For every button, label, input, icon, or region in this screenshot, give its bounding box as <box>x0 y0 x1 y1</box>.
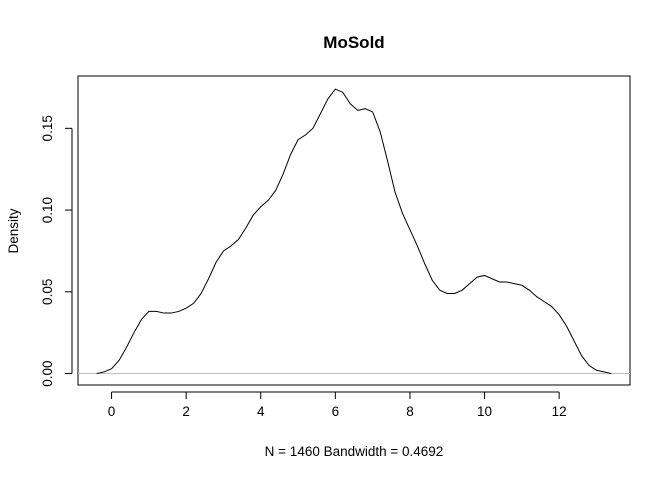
y-axis: 0.00 0.05 0.10 0.15 <box>40 115 73 387</box>
x-axis: 0 2 4 6 8 10 12 <box>108 391 567 419</box>
chart-title: MoSold <box>323 33 384 52</box>
y-tick-label: 0.05 <box>40 279 55 305</box>
x-tick-label: 2 <box>182 404 190 419</box>
density-curve <box>96 88 612 375</box>
y-tick-label: 0.10 <box>40 197 55 223</box>
plot-frame <box>77 75 631 386</box>
x-tick-label: 12 <box>552 404 567 419</box>
x-tick-label: 0 <box>108 404 116 419</box>
y-axis-label: Density <box>6 208 21 253</box>
y-tick-label: 0.00 <box>40 360 55 386</box>
x-axis-label: N = 1460 Bandwidth = 0.4692 <box>265 444 444 459</box>
x-tick-label: 4 <box>257 404 265 419</box>
x-tick-label: 10 <box>477 404 492 419</box>
x-tick-label: 6 <box>332 404 340 419</box>
y-tick-label: 0.15 <box>40 115 55 141</box>
x-tick-label: 8 <box>406 404 414 419</box>
